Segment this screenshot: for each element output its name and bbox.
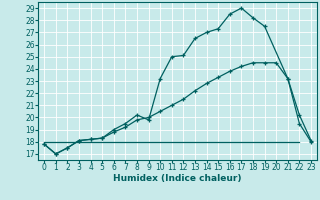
X-axis label: Humidex (Indice chaleur): Humidex (Indice chaleur) xyxy=(113,174,242,183)
